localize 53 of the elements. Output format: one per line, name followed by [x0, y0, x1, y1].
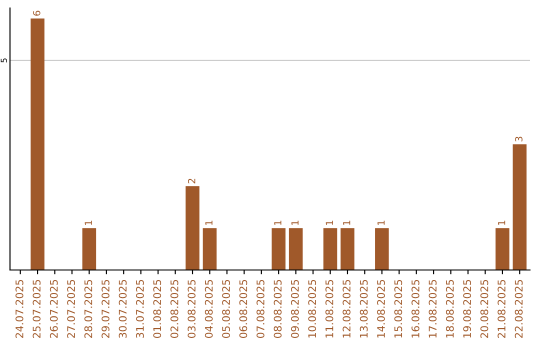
bar	[375, 228, 389, 270]
x-tick-label: 24.07.2025	[15, 280, 24, 338]
x-tick-label: 30.07.2025	[118, 280, 127, 338]
data-label: 1	[84, 220, 92, 225]
x-tick-label: 28.07.2025	[84, 280, 92, 338]
x-tick-label: 16.08.2025	[412, 280, 420, 338]
x-tick-label: 18.08.2025	[446, 280, 454, 338]
bar	[512, 144, 527, 270]
bar	[323, 228, 338, 270]
data-label: 1	[274, 220, 282, 225]
data-label: 6	[33, 10, 40, 16]
x-tick-label: 09.08.2025	[290, 280, 299, 338]
bar	[272, 228, 286, 270]
x-tick-label: 01.08.2025	[153, 280, 162, 338]
x-tick-label: 07.08.2025	[256, 280, 264, 338]
x-tick-label: 06.08.2025	[239, 280, 248, 338]
data-label: 3	[515, 136, 522, 142]
x-tick-label: 14.08.2025	[377, 280, 385, 338]
data-label: 1	[498, 220, 506, 225]
data-label: 1	[205, 220, 212, 225]
x-tick-label: 22.08.2025	[514, 280, 523, 338]
data-label: 1	[343, 220, 350, 225]
x-tick-label: 20.08.2025	[480, 280, 488, 338]
bar	[202, 228, 217, 270]
x-tick-label: 04.08.2025	[204, 280, 213, 338]
bar	[496, 228, 510, 270]
x-tick-label: 03.08.2025	[188, 280, 196, 338]
x-tick-label: 19.08.2025	[463, 280, 472, 338]
x-tick-label: 11.08.2025	[325, 280, 334, 338]
x-tick-label: 21.08.2025	[498, 280, 506, 338]
x-tick-label: 17.08.2025	[428, 280, 437, 338]
x-tick-label: 05.08.2025	[222, 280, 230, 338]
data-label: 1	[291, 220, 299, 225]
x-tick-label: 26.07.2025	[50, 280, 58, 338]
x-tick-label: 13.08.2025	[360, 280, 368, 338]
x-tick-label: 10.08.2025	[308, 280, 316, 338]
bar	[288, 228, 303, 270]
bar	[340, 228, 354, 270]
data-label: 1	[378, 220, 385, 225]
x-tick-label: 29.07.2025	[102, 280, 110, 338]
x-tick-label: 31.07.2025	[136, 280, 144, 338]
x-tick-label: 08.08.2025	[274, 280, 282, 338]
bar	[82, 228, 96, 270]
bar	[30, 18, 44, 270]
x-tick-label: 25.07.2025	[32, 280, 41, 338]
y-tick-label: 5	[0, 58, 7, 62]
bar	[186, 186, 200, 270]
x-tick-label: 02.08.2025	[170, 280, 178, 338]
data-label: 2	[188, 178, 196, 184]
data-label: 1	[326, 220, 333, 225]
x-tick-label: 15.08.2025	[394, 280, 402, 338]
x-tick-label: 27.07.2025	[67, 280, 76, 338]
x-tick-label: 12.08.2025	[342, 280, 351, 338]
